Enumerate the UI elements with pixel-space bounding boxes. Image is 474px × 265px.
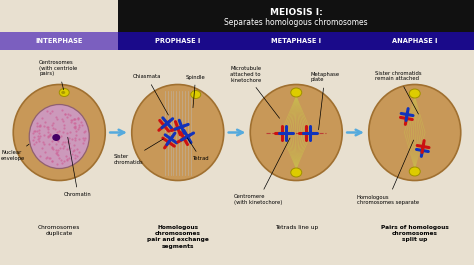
Ellipse shape — [250, 85, 342, 180]
Ellipse shape — [291, 168, 302, 177]
Ellipse shape — [52, 134, 60, 141]
Text: Chromatin: Chromatin — [64, 137, 92, 197]
Text: MEIOSIS I:: MEIOSIS I: — [270, 8, 322, 17]
Text: Tetrads line up: Tetrads line up — [274, 225, 318, 230]
Text: Pairs of homologous
chromosomes
split up: Pairs of homologous chromosomes split up — [381, 225, 449, 242]
Text: Tetrad: Tetrad — [187, 138, 210, 161]
Text: METAPHASE I: METAPHASE I — [271, 38, 321, 44]
Text: Metaphase
plate: Metaphase plate — [310, 72, 339, 130]
Ellipse shape — [132, 85, 224, 180]
Text: ANAPHASE I: ANAPHASE I — [392, 38, 438, 44]
Text: Microtubule
attached to
kinetochore: Microtubule attached to kinetochore — [230, 66, 280, 118]
Ellipse shape — [29, 104, 89, 169]
Text: INTERPHASE: INTERPHASE — [36, 38, 83, 44]
Ellipse shape — [59, 89, 69, 96]
Bar — [118, 0, 474, 32]
Text: Homologous
chromosomes separate: Homologous chromosomes separate — [357, 140, 419, 205]
Text: Chromosomes
duplicate: Chromosomes duplicate — [38, 225, 81, 236]
Text: Sister
chromatids: Sister chromatids — [114, 139, 164, 165]
Text: Nuclear
envelope: Nuclear envelope — [1, 144, 29, 161]
Ellipse shape — [291, 88, 302, 97]
Ellipse shape — [409, 167, 420, 176]
Text: Chiasmata: Chiasmata — [133, 74, 168, 115]
Bar — [118, 32, 474, 50]
Ellipse shape — [191, 91, 201, 99]
Ellipse shape — [409, 89, 420, 98]
Text: Centrosomes
(with centriole
pairs): Centrosomes (with centriole pairs) — [39, 60, 78, 90]
Text: Spindle: Spindle — [186, 74, 206, 108]
Text: PROPHASE I: PROPHASE I — [155, 38, 201, 44]
Text: Sister chromatids
remain attached: Sister chromatids remain attached — [375, 71, 421, 114]
Text: Homologous
chromosomes
pair and exchange
segments: Homologous chromosomes pair and exchange… — [147, 225, 209, 249]
Ellipse shape — [13, 85, 105, 180]
Bar — [0, 32, 118, 50]
Ellipse shape — [61, 91, 65, 94]
Text: Centromere
(with kinetochore): Centromere (with kinetochore) — [234, 138, 290, 205]
Text: Separates homologous chromosomes: Separates homologous chromosomes — [224, 18, 368, 27]
Ellipse shape — [369, 85, 461, 180]
